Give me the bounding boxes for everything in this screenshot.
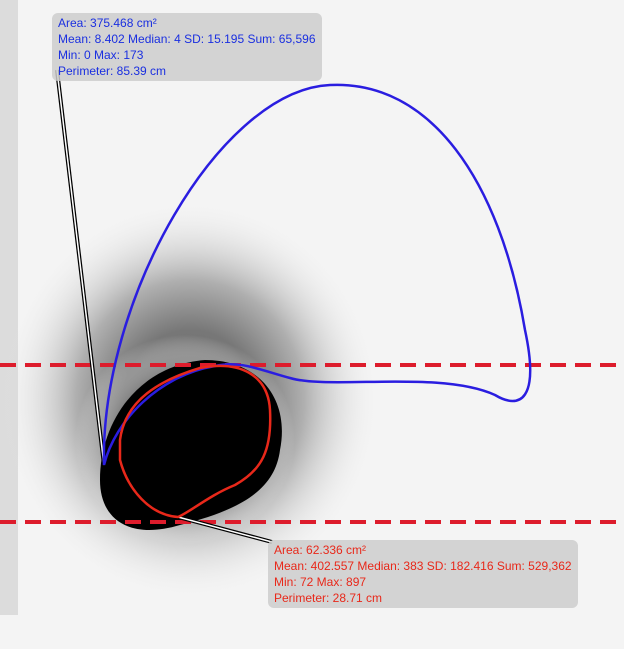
info-line: Area: 375.468 cm² [58,15,316,31]
roi-info: Area: 62.336 cm² Mean: 402.557 Median: 3… [268,540,578,608]
roi-info: Area: 375.468 cm² Mean: 8.402 Median: 4 … [52,13,322,81]
viewer: Area: 375.468 cm² Mean: 8.402 Median: 4 … [0,0,624,649]
info-line: Perimeter: 28.71 cm [274,590,572,606]
info-line: Area: 62.336 cm² [274,542,572,558]
info-line: Mean: 402.557 Median: 383 SD: 182.416 Su… [274,558,572,574]
info-line: Perimeter: 85.39 cm [58,63,316,79]
info-line: Min: 0 Max: 173 [58,47,316,63]
info-line: Mean: 8.402 Median: 4 SD: 15.195 Sum: 65… [58,31,316,47]
info-line: Min: 72 Max: 897 [274,574,572,590]
